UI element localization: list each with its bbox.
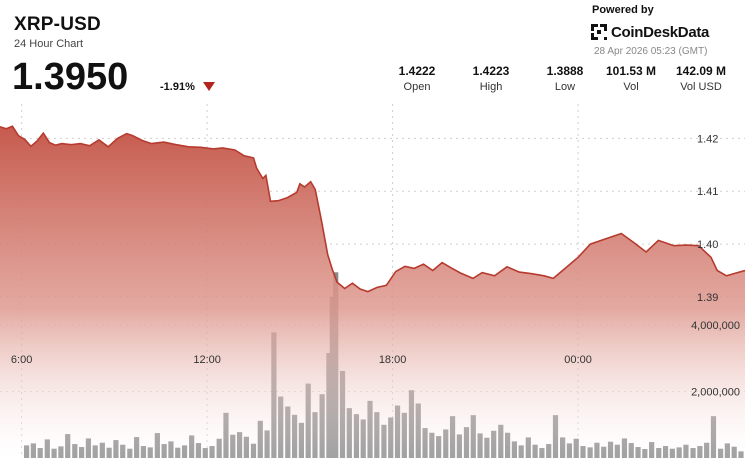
x-tick-label: 00:00: [564, 354, 592, 366]
price-change: -1.91%: [160, 81, 195, 93]
stat-low: 1.3888 Low: [525, 64, 605, 93]
stat-label: Vol: [623, 81, 639, 93]
chart-header: XRP-USD 24 Hour Chart 1.3950 -1.91% Powe…: [0, 0, 745, 104]
y-tick-label: 1.41: [697, 186, 718, 198]
powered-by-label: Powered by: [592, 4, 654, 16]
price-area: [0, 126, 745, 458]
y-tick-label: 1.39: [697, 292, 718, 304]
brand-name: CoinDeskData: [611, 23, 710, 41]
y-tick-label: 1.42: [697, 133, 718, 145]
stat-value: 142.09 M: [675, 64, 727, 78]
pair-title: XRP-USD: [14, 14, 101, 35]
axis-labels: 1.42 1.41 1.40 1.39 6:00 12:00 18:00 00:00 4,000…: [11, 133, 740, 398]
stat-high: 1.4223 High: [451, 64, 531, 93]
stat-value: 1.4223: [472, 64, 510, 78]
coindesk-logo-icon: [591, 24, 607, 40]
brand-logo[interactable]: CoinDeskData: [591, 21, 709, 43]
x-tick-label: 18:00: [379, 354, 407, 366]
stat-label: Vol USD: [680, 81, 722, 93]
y-tick-label: 1.40: [697, 239, 718, 251]
stat-label: High: [479, 81, 503, 93]
price-line: [0, 125, 745, 293]
stat-value: 1.3888: [546, 64, 584, 78]
stat-vol-usd: 142.09 M Vol USD: [661, 64, 741, 93]
stat-value: 101.53 M: [605, 64, 657, 78]
chart-subtitle: 24 Hour Chart: [14, 38, 84, 50]
stat-vol: 101.53 M Vol: [591, 64, 671, 93]
volume-tick-label: 4,000,000: [691, 320, 740, 332]
down-arrow-icon: [203, 82, 215, 91]
current-price: 1.3950: [12, 56, 129, 98]
x-tick-label: 6:00: [11, 354, 32, 366]
stat-value: 1.4222: [398, 64, 436, 78]
volume-tick-label: 2,000,000: [691, 387, 740, 399]
x-tick-label: 12:00: [193, 354, 221, 366]
stat-open: 1.4222 Open: [377, 64, 457, 93]
stat-label: Open: [403, 81, 431, 93]
stat-label: Low: [554, 81, 576, 93]
timestamp: 28 Apr 2026 05:23 (GMT): [594, 46, 708, 57]
